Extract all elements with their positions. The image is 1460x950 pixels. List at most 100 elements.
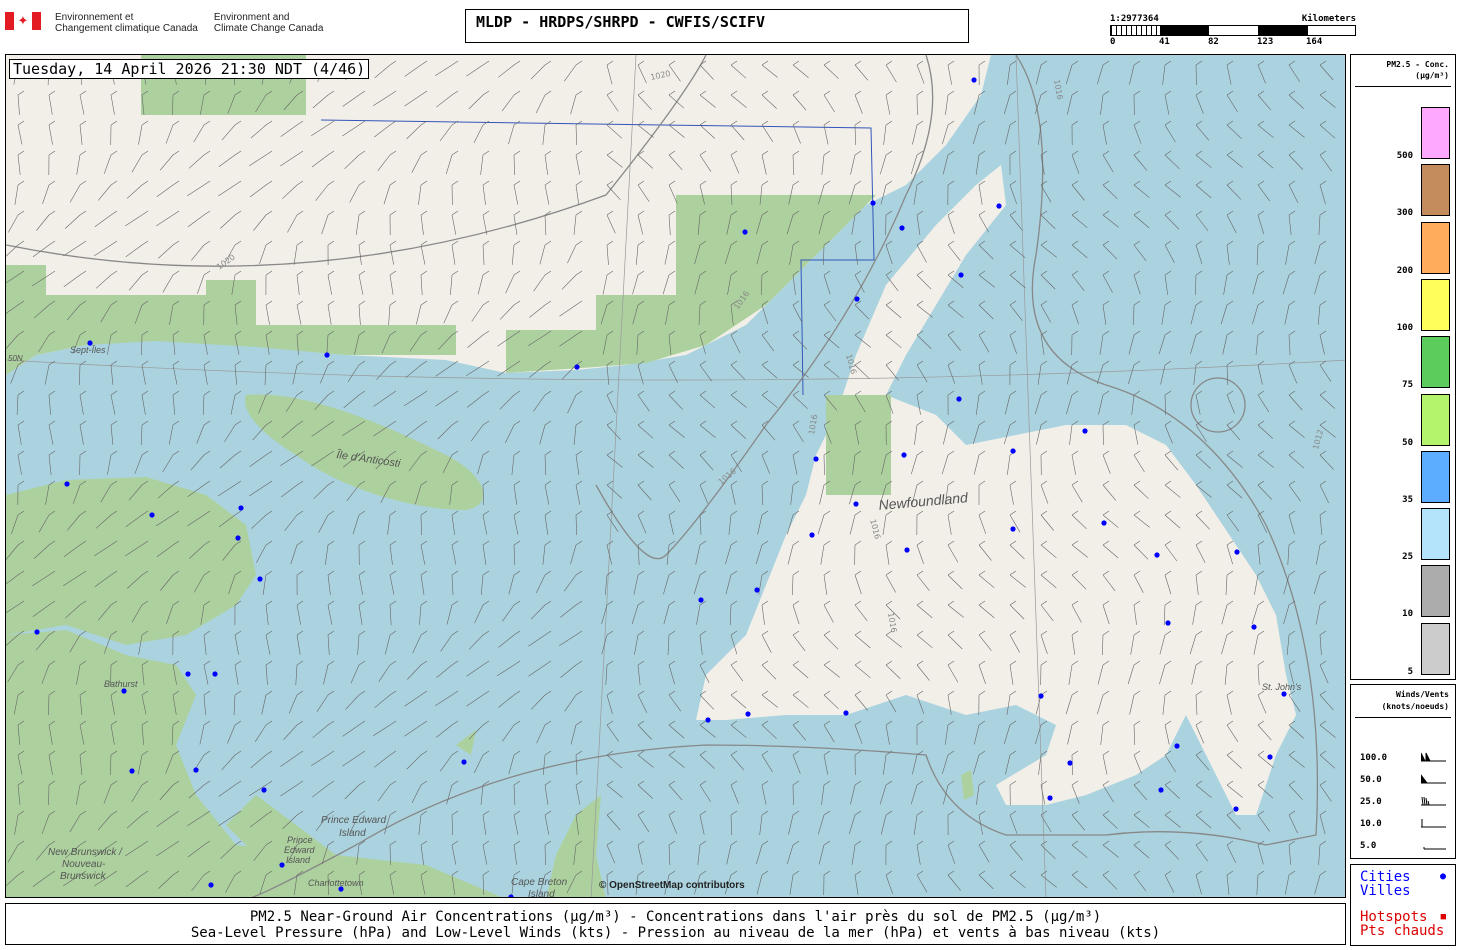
- wind-barb: [823, 570, 831, 595]
- wind-barb: [1164, 210, 1180, 230]
- city-marker[interactable]: [1067, 760, 1073, 766]
- wind-barb: [668, 390, 683, 410]
- wind-barb: [1319, 690, 1334, 711]
- city-marker[interactable]: [1101, 520, 1107, 526]
- city-marker[interactable]: [338, 886, 344, 892]
- wind-barb: [501, 90, 521, 112]
- wind-barb: [668, 420, 685, 438]
- city-marker[interactable]: [1174, 743, 1180, 749]
- wind-barb: [79, 450, 87, 476]
- map-view[interactable]: Sept-Îles Île d'Anticosti Newfoundland B…: [5, 54, 1346, 898]
- legend-title: PM2.5 - Conc.: [1386, 60, 1449, 69]
- city-marker[interactable]: [1251, 624, 1257, 630]
- wind-barb: [1257, 720, 1272, 741]
- city-marker[interactable]: [34, 629, 40, 635]
- wind-barb: [1288, 810, 1298, 834]
- city-marker[interactable]: [971, 77, 977, 83]
- wind-barb: [1071, 630, 1079, 655]
- city-marker[interactable]: [64, 481, 70, 487]
- city-marker[interactable]: [698, 597, 704, 603]
- wind-barb: [466, 60, 490, 77]
- city-marker[interactable]: [261, 787, 267, 793]
- city-marker[interactable]: [129, 768, 135, 774]
- city-marker[interactable]: [742, 229, 748, 235]
- wind-barb: [420, 570, 428, 595]
- wind-barb: [694, 240, 707, 265]
- city-marker[interactable]: [121, 688, 127, 694]
- city-marker[interactable]: [185, 671, 191, 677]
- city-marker[interactable]: [193, 767, 199, 773]
- city-marker[interactable]: [324, 352, 330, 358]
- wind-barb: [327, 630, 335, 656]
- wind-barb: [1071, 510, 1087, 530]
- city-marker[interactable]: [870, 200, 876, 206]
- pm25-legend: PM2.5 - Conc. (µg/m³) 500 300 200 100 75 50 35 2…: [1350, 54, 1456, 680]
- city-marker[interactable]: [1082, 428, 1088, 434]
- wind-barb: [188, 150, 211, 169]
- city-marker[interactable]: [843, 710, 849, 716]
- city-marker[interactable]: [854, 296, 860, 302]
- wind-barb: [756, 240, 769, 265]
- city-marker[interactable]: [899, 225, 905, 231]
- city-marker[interactable]: [1010, 448, 1016, 454]
- wind-barb: [1257, 60, 1266, 84]
- wind-barb: [389, 870, 397, 895]
- wind-barb: [668, 840, 676, 866]
- city-marker[interactable]: [813, 456, 819, 462]
- city-marker[interactable]: [809, 532, 815, 538]
- wind-barb: [944, 720, 955, 745]
- city-marker[interactable]: [705, 717, 711, 723]
- wind-barb: [1133, 600, 1141, 625]
- city-marker[interactable]: [149, 512, 155, 518]
- city-marker[interactable]: [904, 547, 910, 553]
- wind-barb: [387, 510, 397, 535]
- wind-barb: [947, 300, 964, 319]
- wind-barb: [978, 330, 990, 353]
- wind-barb: [1226, 180, 1242, 200]
- city-marker[interactable]: [1267, 754, 1273, 760]
- city-marker[interactable]: [745, 711, 751, 717]
- wind-barb: [699, 150, 712, 172]
- city-marker[interactable]: [1233, 806, 1239, 812]
- wind-barb: [1009, 660, 1017, 685]
- city-marker[interactable]: [235, 535, 241, 541]
- isobar-label: 1020: [650, 69, 672, 82]
- legend-swatch-5: [1421, 622, 1450, 675]
- wind-barb: [1040, 510, 1054, 531]
- wind-barb: [100, 300, 118, 323]
- city-marker[interactable]: [1154, 552, 1160, 558]
- wind-barb: [38, 510, 56, 533]
- city-marker[interactable]: [1010, 526, 1016, 532]
- city-marker[interactable]: [184, 897, 189, 898]
- city-marker[interactable]: [1165, 620, 1171, 626]
- city-marker[interactable]: [279, 862, 285, 868]
- city-marker[interactable]: [238, 505, 244, 511]
- city-marker[interactable]: [956, 396, 962, 402]
- wind-barb: [1133, 840, 1150, 859]
- wind-barb: [821, 150, 831, 175]
- city-marker[interactable]: [87, 340, 93, 346]
- city-marker[interactable]: [996, 203, 1002, 209]
- city-marker[interactable]: [1281, 691, 1287, 697]
- city-marker[interactable]: [754, 587, 760, 593]
- city-marker[interactable]: [1038, 693, 1044, 699]
- city-marker[interactable]: [1158, 787, 1164, 793]
- city-marker[interactable]: [257, 576, 263, 582]
- city-marker[interactable]: [508, 894, 514, 898]
- city-marker[interactable]: [1047, 795, 1053, 801]
- wind-barb: [1102, 780, 1114, 803]
- wind-barb: [823, 270, 831, 295]
- city-marker[interactable]: [574, 364, 580, 370]
- wind-barb: [1257, 780, 1274, 799]
- winds-legend: Winds/Vents (knots/noeuds) 100.0 50.0 25.…: [1350, 684, 1456, 859]
- wind-barb: [699, 480, 709, 504]
- city-marker[interactable]: [461, 759, 467, 765]
- wind-barb: [296, 330, 304, 355]
- city-marker[interactable]: [958, 272, 964, 278]
- city-marker[interactable]: [853, 501, 859, 507]
- city-marker[interactable]: [901, 452, 907, 458]
- city-marker[interactable]: [208, 882, 214, 888]
- city-marker[interactable]: [1234, 549, 1240, 555]
- wind-barb: [6, 240, 25, 257]
- city-marker[interactable]: [212, 671, 218, 677]
